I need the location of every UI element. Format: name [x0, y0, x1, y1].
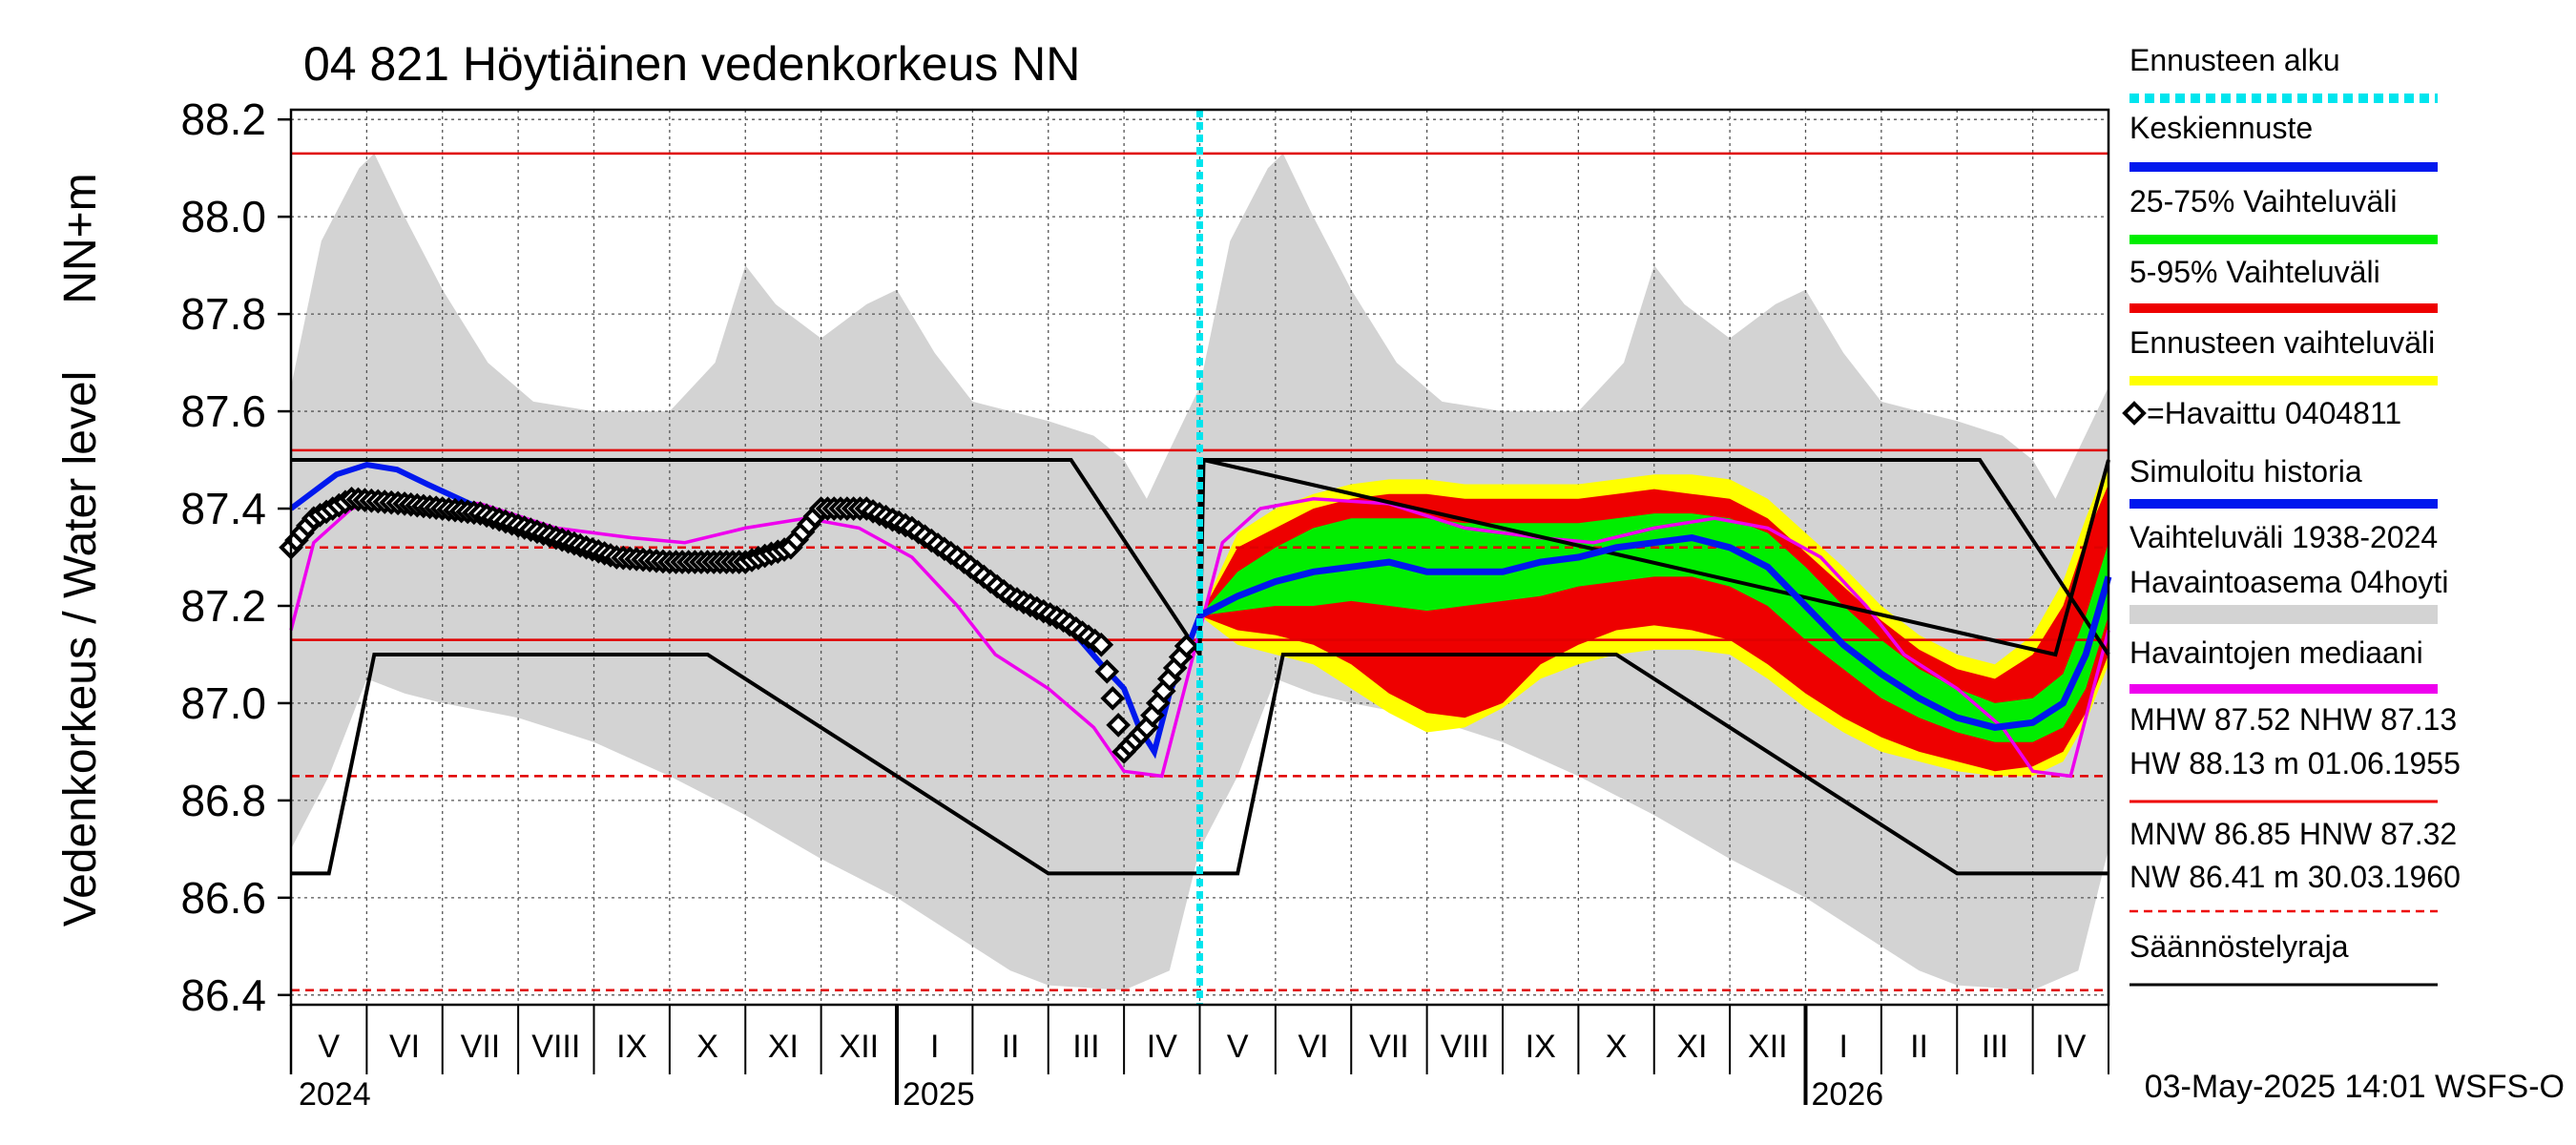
forecast-median-line — [1197, 534, 2112, 731]
month-label: VI — [389, 1029, 420, 1065]
month-label: VII — [1369, 1029, 1409, 1065]
y-tick-label: 87.6 — [180, 386, 266, 436]
legend-label: MHW 87.52 NHW 87.13 — [2129, 702, 2457, 737]
month-label: III — [1982, 1029, 2008, 1065]
month-label: XI — [768, 1029, 799, 1065]
month-label: I — [930, 1029, 939, 1065]
month-label: XII — [840, 1029, 880, 1065]
month-label: X — [696, 1029, 718, 1065]
month-label: IX — [616, 1029, 647, 1065]
month-label: X — [1606, 1029, 1628, 1065]
y-tick-label: 86.8 — [180, 776, 266, 825]
month-label: VI — [1298, 1029, 1329, 1065]
legend-label: 25-75% Vaihteluväli — [2129, 184, 2397, 219]
regulation-lower-line — [291, 653, 2109, 876]
month-label: I — [1839, 1029, 1847, 1065]
axes: 88.2 88.0 87.8 87.6 87.4 87.2 87.0 86.8 86.6 86.4… — [180, 94, 2110, 1113]
y-tick-label: 87.0 — [180, 678, 266, 728]
observed-point — [1089, 632, 1114, 657]
month-label: IX — [1526, 1029, 1556, 1065]
legend-label: =Havaittu 0404811 — [2147, 396, 2401, 430]
chart-title: 04 821 Höytiäinen vedenkorkeus NN — [303, 37, 1080, 91]
legend-label: HW 88.13 m 01.06.1955 — [2129, 746, 2461, 781]
month-label: V — [1227, 1029, 1249, 1065]
legend-label: Säännöstelyraja — [2129, 929, 2349, 964]
month-label: IV — [2055, 1029, 2086, 1065]
legend-diamond — [2122, 401, 2147, 426]
y-tick-label: 86.6 — [180, 873, 266, 923]
year-label: 2026 — [1812, 1076, 1884, 1113]
legend-label: Havaintoasema 04hoyti — [2129, 565, 2448, 599]
legend-label: MNW 86.85 HNW 87.32 — [2129, 817, 2457, 851]
legend-label: Ennusteen alku — [2129, 43, 2340, 77]
month-label: V — [318, 1029, 340, 1065]
month-label: II — [1910, 1029, 1928, 1065]
legend-label: Simuloitu historia — [2129, 454, 2362, 489]
y-axis-label-outer: Vedenkorkeus / Water level — [55, 371, 106, 927]
y-tick-label: 88.2 — [180, 94, 266, 144]
month-label: VIII — [1441, 1029, 1489, 1065]
plot-area — [279, 110, 2112, 1005]
y-axis-label-inner: NN+m — [55, 173, 106, 303]
observed-point — [1094, 658, 1120, 684]
y-tick-label: 87.4 — [180, 484, 266, 533]
legend-label: Vaihteluväli 1938-2024 — [2129, 520, 2438, 554]
legend-label: 5-95% Vaihteluväli — [2129, 255, 2380, 289]
legend-label: Keskiennuste — [2129, 111, 2313, 145]
observed-point — [1174, 634, 1199, 658]
y-tick-label: 87.8 — [180, 289, 266, 339]
legend-label: Ennusteen vaihteluväli — [2129, 325, 2435, 360]
y-tick-label: 88.0 — [180, 192, 266, 241]
y-tick-label: 86.4 — [180, 970, 266, 1020]
legend-label: Havaintojen mediaani — [2129, 635, 2423, 670]
year-label: 2024 — [299, 1076, 371, 1113]
month-label: III — [1072, 1029, 1099, 1065]
month-label: II — [1002, 1029, 1020, 1065]
month-label: VII — [461, 1029, 501, 1065]
legend-swatch — [2129, 605, 2438, 624]
month-label: VIII — [531, 1029, 580, 1065]
legend: Ennusteen alku Keskiennuste 25-75% Vaihtel… — [2122, 43, 2461, 987]
year-label: 2025 — [903, 1076, 975, 1113]
observed-point — [1106, 713, 1132, 738]
y-tick-label: 87.2 — [180, 581, 266, 631]
timestamp: 03-May-2025 14:01 WSFS-O — [2145, 1069, 2565, 1105]
month-label: XII — [1748, 1029, 1788, 1065]
month-label: IV — [1147, 1029, 1177, 1065]
month-label: XI — [1676, 1029, 1707, 1065]
legend-label: NW 86.41 m 30.03.1960 — [2129, 860, 2461, 894]
observed-point — [1100, 686, 1126, 711]
